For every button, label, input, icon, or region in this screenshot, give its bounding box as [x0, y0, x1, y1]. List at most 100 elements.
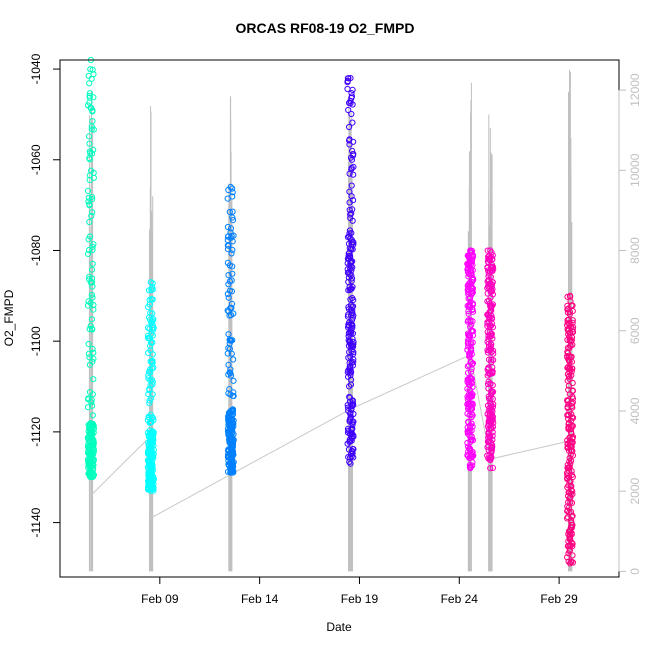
data-point — [147, 309, 154, 316]
data-point — [348, 425, 355, 433]
data-point — [564, 317, 571, 324]
data-point — [86, 176, 93, 184]
data-point — [464, 363, 471, 370]
data-point — [145, 391, 152, 398]
data-point — [228, 462, 235, 469]
data-point — [470, 308, 477, 315]
data-point — [146, 387, 153, 394]
data-point — [226, 437, 233, 444]
mean-polyline — [90, 354, 571, 519]
data-point — [345, 323, 353, 330]
data-point — [144, 429, 151, 436]
data-point — [88, 291, 95, 298]
data-point — [466, 302, 473, 309]
data-point — [224, 307, 231, 314]
data-point — [565, 411, 572, 418]
flight-mean-line — [90, 354, 571, 519]
data-point — [348, 182, 355, 189]
data-point — [489, 442, 496, 449]
data-point-max — [347, 75, 354, 82]
data-point — [469, 412, 476, 419]
data-point — [466, 402, 473, 409]
data-point — [566, 336, 573, 343]
data-point — [569, 379, 576, 387]
data-point — [569, 512, 576, 519]
data-point — [147, 436, 154, 444]
data-point — [86, 140, 93, 147]
data-point — [348, 272, 355, 279]
data-point — [227, 366, 234, 373]
data-point — [346, 137, 353, 144]
series-rf08 — [84, 56, 98, 481]
data-point — [229, 214, 236, 221]
data-point — [90, 457, 97, 464]
data-point — [88, 396, 95, 403]
data-point — [348, 210, 355, 217]
data-point — [486, 343, 493, 350]
data-point-min — [567, 560, 574, 567]
data-point — [468, 272, 475, 279]
y2-tick-label: 4000 — [628, 397, 642, 424]
data-point — [149, 351, 156, 358]
data-point-max — [147, 279, 154, 286]
data-point — [489, 464, 496, 471]
data-point — [86, 90, 94, 97]
data-point — [149, 317, 156, 324]
data-point — [467, 298, 474, 305]
data-point — [467, 447, 474, 454]
data-point — [348, 110, 355, 118]
data-point — [346, 141, 353, 148]
data-point — [568, 338, 575, 345]
data-point — [569, 399, 576, 406]
data-point — [224, 246, 232, 253]
data-point — [228, 300, 236, 307]
data-point-max — [487, 247, 494, 254]
data-point — [85, 247, 93, 254]
data-point — [564, 302, 571, 309]
data-point — [89, 209, 96, 216]
data-point — [85, 194, 92, 201]
data-point — [346, 99, 353, 107]
data-point — [146, 477, 153, 484]
data-point — [89, 294, 96, 301]
data-point — [147, 454, 154, 461]
data-point — [488, 358, 495, 366]
data-point — [84, 404, 92, 411]
data-point — [90, 355, 97, 362]
data-point — [488, 414, 496, 421]
data-point — [229, 189, 236, 196]
data-point-min — [147, 487, 154, 494]
y2-tick-label: 8000 — [628, 237, 642, 264]
data-point — [90, 349, 97, 356]
data-point-min — [347, 460, 354, 467]
data-point — [486, 318, 493, 325]
y2-tick-label: 6000 — [628, 317, 642, 344]
data-point — [464, 318, 471, 325]
data-point — [226, 409, 233, 416]
data-point — [86, 99, 93, 106]
data-point — [86, 201, 93, 208]
data-point — [226, 428, 233, 435]
y-tick-label: -1140 — [29, 507, 43, 537]
data-point — [486, 281, 493, 288]
data-point — [344, 313, 352, 320]
data-point — [485, 270, 492, 277]
data-point — [86, 389, 94, 396]
data-point — [349, 147, 356, 154]
data-point — [486, 300, 493, 307]
data-point — [564, 503, 571, 510]
data-point — [349, 86, 356, 94]
data-point-min — [467, 465, 474, 472]
x-axis: Feb 09 Feb 14 Feb 19 Feb 24 Feb 29 — [141, 576, 578, 606]
data-point — [226, 439, 233, 447]
data-point — [484, 247, 491, 254]
data-point — [86, 218, 93, 226]
y2-tick-label: 0 — [628, 568, 642, 575]
data-point — [468, 347, 475, 354]
data-point — [86, 354, 93, 361]
data-point — [147, 450, 154, 457]
data-point — [145, 287, 153, 294]
data-point — [565, 528, 573, 535]
data-point — [87, 422, 94, 429]
x-tick-label: Feb 24 — [441, 592, 479, 606]
